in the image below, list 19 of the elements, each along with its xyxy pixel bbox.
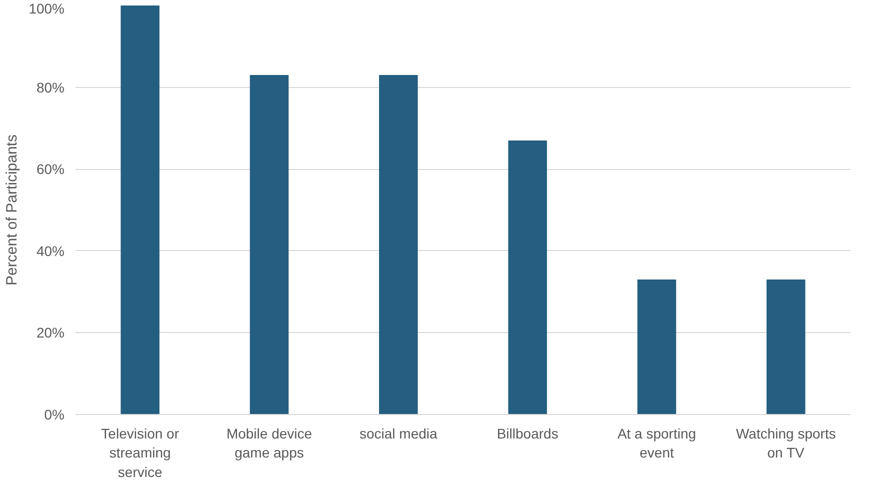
y-axis-title: Percent of Participants — [4, 134, 21, 286]
bar — [379, 75, 418, 414]
y-tick-label: 20% — [36, 324, 65, 341]
x-tick-label: Mobile device game apps — [226, 426, 312, 461]
y-tick-label: 0% — [44, 406, 64, 422]
x-tick-label: Billboards — [496, 426, 558, 442]
x-tick-label: Watching sports on TV — [736, 426, 836, 461]
y-tick-label: 60% — [36, 161, 65, 178]
bar — [508, 140, 547, 414]
bar — [250, 75, 289, 414]
bar — [120, 6, 160, 414]
x-tick-label: Television or streaming service — [101, 426, 180, 480]
y-tick-label: 100% — [28, 0, 65, 16]
bar — [766, 280, 806, 414]
x-tick-label: At a sporting event — [617, 426, 696, 461]
y-tick-label: 80% — [36, 79, 65, 96]
bar — [637, 280, 676, 414]
y-tick-label: 40% — [36, 242, 65, 259]
x-tick-label: social media — [360, 426, 438, 442]
